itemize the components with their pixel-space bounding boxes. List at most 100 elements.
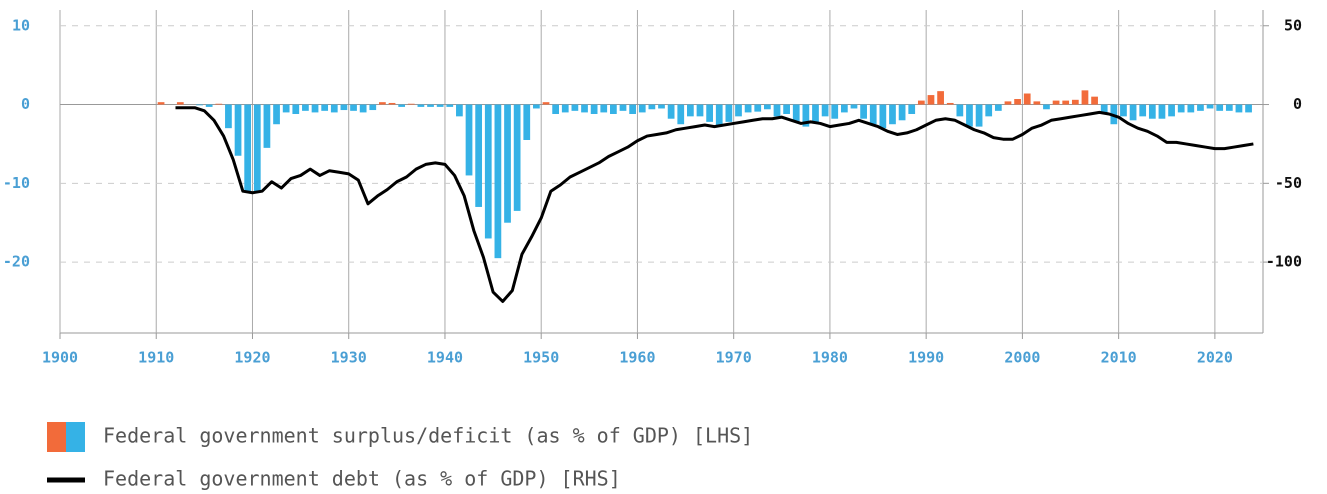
bar [581,104,588,113]
bar [1091,96,1098,105]
bar [484,104,492,239]
bar [379,102,386,105]
y2-tick-label: -100 [1266,253,1302,271]
bar [667,104,675,119]
bar [513,104,521,211]
bar [196,104,203,106]
bar [908,104,916,114]
bar [831,104,839,119]
y-tick-label: 0 [21,95,30,113]
bar [1158,104,1166,119]
x-tick-label: 1990 [908,349,944,367]
bar [821,104,829,117]
legend-label: Federal government surplus/deficit (as %… [103,424,753,448]
bar [176,102,184,105]
bar [282,104,290,113]
x-tick-label: 1930 [331,349,367,367]
bar [590,104,598,114]
bar [369,104,377,111]
bar [359,104,367,113]
bar [946,102,954,105]
bar [850,104,858,109]
bar [273,104,280,125]
bar [523,104,531,140]
x-tick-label: 2020 [1197,349,1233,367]
bar [234,104,242,156]
bar [658,104,665,109]
bar [1129,104,1137,121]
bar [571,104,579,111]
bar [1139,104,1147,117]
bar [1004,101,1012,105]
bar [898,104,906,121]
bar [638,104,646,113]
bar [157,102,165,105]
bar [802,104,810,127]
bar [1168,104,1175,117]
x-tick-label: 1940 [427,349,463,367]
bar [456,104,463,117]
bar [340,104,348,111]
y-tick-label: -20 [3,253,30,271]
y2-tick-label: 0 [1293,95,1302,113]
bar [542,102,550,105]
bar [773,104,781,117]
bar [985,104,993,117]
bar [966,104,973,127]
bar [687,104,694,117]
y2-tick-label: 50 [1284,16,1302,34]
bar [812,104,819,122]
bar [869,104,877,125]
bar [860,104,867,119]
bar [629,104,636,114]
bar [263,104,271,148]
bar [754,104,762,112]
y-tick-label: 10 [12,16,30,34]
bar [446,104,454,107]
bar [937,91,944,105]
y-tick-label: -10 [3,174,30,192]
bar [975,104,983,127]
bar [494,104,502,259]
bar [330,104,338,113]
bar [1033,101,1041,105]
bar [407,103,415,105]
bar [783,104,790,114]
bar [417,104,425,107]
bar [552,104,560,114]
bar [840,104,848,113]
bar [1100,104,1108,114]
bar [1245,104,1252,113]
bar [311,104,319,113]
x-tick-label: 1910 [138,349,174,367]
bar [533,104,540,109]
y2-tick-label: -50 [1275,174,1302,192]
bar [321,104,329,111]
bar [436,104,444,107]
bar [619,104,627,111]
bar [715,104,723,127]
bar [1177,104,1185,113]
bar [744,104,752,113]
bar [1148,104,1156,119]
bar [763,104,771,110]
x-tick-label: 1950 [523,349,559,367]
bar [205,104,213,107]
bar [1225,104,1233,111]
x-tick-label: 1980 [812,349,848,367]
bar [388,102,396,105]
bar [350,104,357,111]
bar [398,104,406,107]
x-tick-label: 1920 [234,349,270,367]
bar [927,95,935,105]
line [175,106,1254,303]
bar [956,104,964,117]
bar [1062,100,1070,105]
bar [994,104,1002,111]
x-tick-label: 2000 [1004,349,1040,367]
bar [1052,100,1060,105]
bar [696,104,704,117]
x-tick-label: 1900 [42,349,78,367]
legend-swatch [47,422,66,452]
bar [889,104,896,125]
